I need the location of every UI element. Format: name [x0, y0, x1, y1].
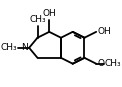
- Text: N: N: [21, 43, 27, 52]
- Text: CH₃: CH₃: [1, 43, 17, 52]
- Text: O: O: [97, 59, 104, 68]
- Text: CH₃: CH₃: [105, 59, 121, 68]
- Text: OH: OH: [42, 9, 56, 18]
- Text: OH: OH: [97, 27, 111, 36]
- Text: CH₃: CH₃: [29, 15, 46, 24]
